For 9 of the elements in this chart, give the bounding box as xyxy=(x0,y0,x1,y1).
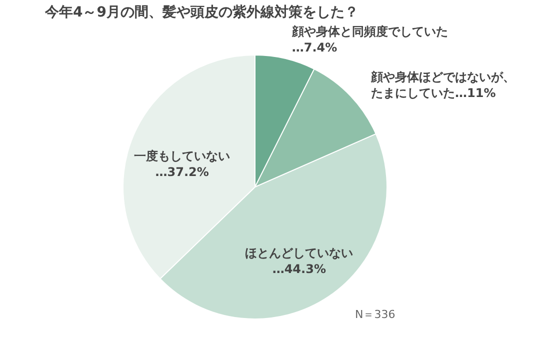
slice-label: ほとんどしていない xyxy=(245,246,354,260)
slice-label: 顔や身体ほどではないが、たまにしていた…11% xyxy=(370,70,516,100)
data-label: …37.2% xyxy=(155,165,209,180)
data-label: …44.3% xyxy=(272,262,326,276)
slice-label: 顔や身体と同頻度でしていた xyxy=(290,24,448,38)
data-label: …7.4% xyxy=(292,40,338,54)
text: N＝336 xyxy=(355,308,396,321)
chart-title: 今年4～9月の間、髪や頭皮の紫外線対策をした？ xyxy=(44,3,358,20)
slice-label: 一度もしていない xyxy=(134,149,230,164)
